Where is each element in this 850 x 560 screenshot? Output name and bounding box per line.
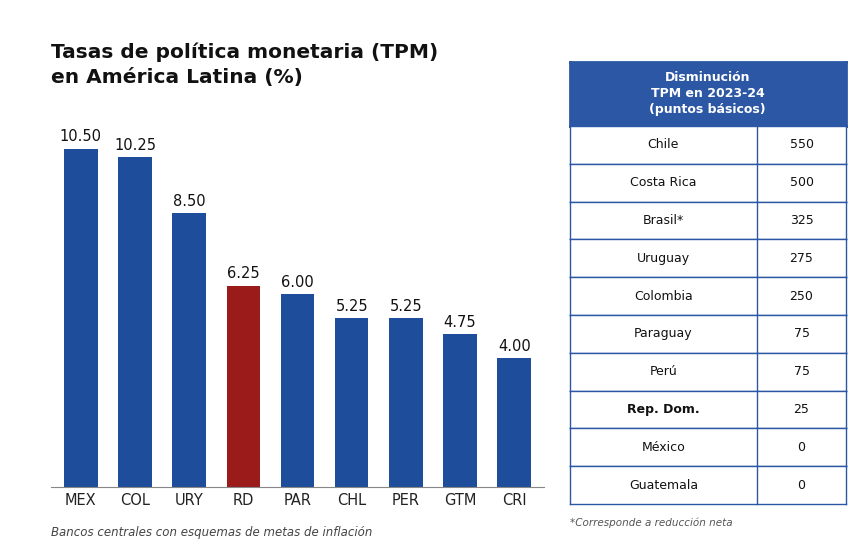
Text: Disminución
TPM en 2023-24
(puntos básicos): Disminución TPM en 2023-24 (puntos básic… <box>649 71 766 116</box>
Bar <box>280 294 314 487</box>
Text: 4.75: 4.75 <box>444 315 476 330</box>
Text: Paraguay: Paraguay <box>634 328 693 340</box>
Text: 4.00: 4.00 <box>498 339 530 354</box>
Text: Brasil*: Brasil* <box>643 214 684 227</box>
Text: 5.25: 5.25 <box>336 298 368 314</box>
Text: 10.50: 10.50 <box>60 129 102 144</box>
Text: Rep. Dom.: Rep. Dom. <box>627 403 700 416</box>
Text: 325: 325 <box>790 214 813 227</box>
Text: Costa Rica: Costa Rica <box>630 176 697 189</box>
Text: Perú: Perú <box>649 365 677 378</box>
Text: Guatemala: Guatemala <box>629 479 698 492</box>
Text: México: México <box>642 441 685 454</box>
Text: 75: 75 <box>794 328 809 340</box>
Text: 0: 0 <box>797 441 806 454</box>
Text: 275: 275 <box>790 252 813 265</box>
Bar <box>173 213 206 487</box>
Text: 10.25: 10.25 <box>114 138 156 152</box>
Text: Chile: Chile <box>648 138 679 151</box>
Text: 250: 250 <box>790 290 813 302</box>
Text: 500: 500 <box>790 176 813 189</box>
Text: Bancos centrales con esquemas de metas de inflación: Bancos centrales con esquemas de metas d… <box>51 526 372 539</box>
Text: 25: 25 <box>794 403 809 416</box>
Bar <box>389 318 422 487</box>
Text: Tasas de política monetaria (TPM)
en América Latina (%): Tasas de política monetaria (TPM) en Amé… <box>51 42 439 86</box>
Text: 550: 550 <box>790 138 813 151</box>
Text: 8.50: 8.50 <box>173 194 206 209</box>
Text: 6.00: 6.00 <box>281 274 314 290</box>
Bar <box>443 334 477 487</box>
Text: Uruguay: Uruguay <box>637 252 690 265</box>
Text: *Corresponde a reducción neta: *Corresponde a reducción neta <box>570 518 732 529</box>
Text: 6.25: 6.25 <box>227 267 259 282</box>
Text: 0: 0 <box>797 479 806 492</box>
Bar <box>227 286 260 487</box>
Bar <box>497 358 531 487</box>
Bar <box>335 318 368 487</box>
Text: 75: 75 <box>794 365 809 378</box>
Text: Colombia: Colombia <box>634 290 693 302</box>
Text: 5.25: 5.25 <box>389 298 422 314</box>
Bar <box>118 157 152 487</box>
Bar <box>64 148 98 487</box>
